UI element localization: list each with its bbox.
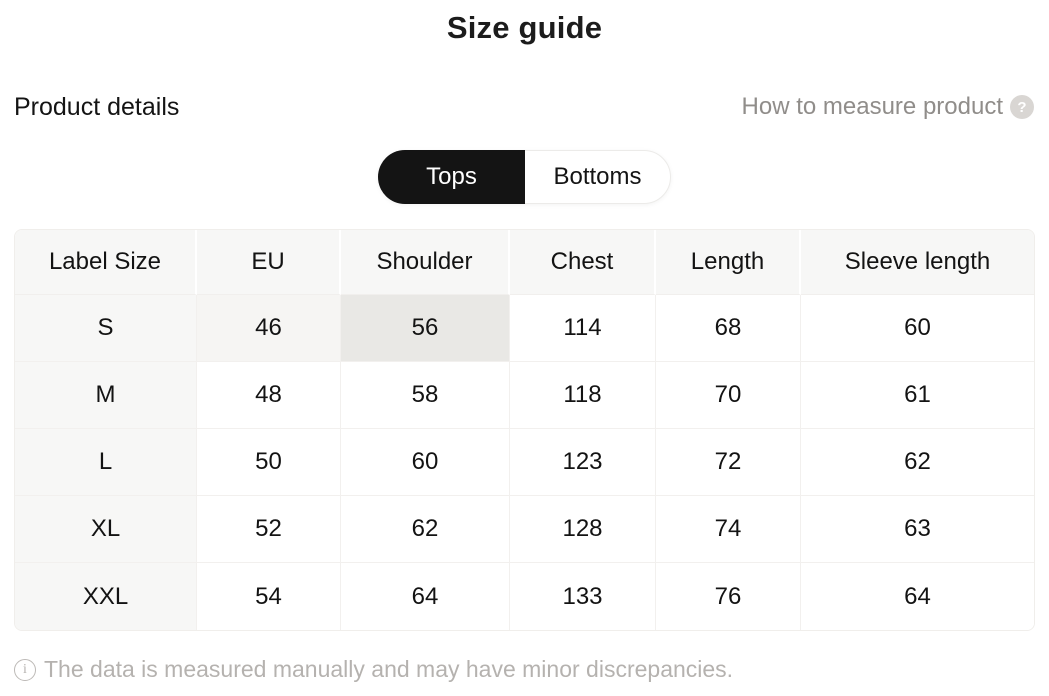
table-cell: 50 xyxy=(197,429,341,496)
size-guide-dialog: Size guide Product details How to measur… xyxy=(0,6,1049,696)
how-to-measure-link[interactable]: How to measure product ? xyxy=(742,93,1034,121)
size-table: Label Size EU Shoulder Chest Length Sleeve le… xyxy=(15,230,1034,630)
table-cell: 70 xyxy=(656,362,801,429)
table-cell: 62 xyxy=(801,429,1034,496)
table-cell: 60 xyxy=(801,295,1034,362)
table-cell: 133 xyxy=(510,563,656,630)
table-row-l: L 50 60 123 72 62 xyxy=(15,429,1034,496)
row-label: S xyxy=(15,295,197,362)
table-cell: 123 xyxy=(510,429,656,496)
section-title: Product details xyxy=(14,92,180,121)
size-table-container: Label Size EU Shoulder Chest Length Sleeve le… xyxy=(14,229,1035,631)
table-body: S 46 56 114 68 60 M 48 58 118 70 61 L 50 60 123 72 62 XL 52… xyxy=(15,295,1034,630)
how-to-measure-label: How to measure product xyxy=(741,93,1003,120)
header-cell-label-size: Label Size xyxy=(15,230,197,295)
table-cell: 54 xyxy=(197,563,341,630)
table-cell: 114 xyxy=(510,295,656,362)
table-cell: 63 xyxy=(801,496,1034,563)
header-cell-length: Length xyxy=(656,230,801,295)
table-row-xxl: XXL 54 64 133 76 64 xyxy=(15,563,1034,630)
row-label: M xyxy=(15,362,197,429)
table-head: Label Size EU Shoulder Chest Length Sleeve le… xyxy=(15,230,1034,295)
header-cell-eu: EU xyxy=(197,230,341,295)
tab-tops[interactable]: Tops xyxy=(378,150,525,204)
table-cell: 74 xyxy=(656,496,801,563)
table-row-s: S 46 56 114 68 60 xyxy=(15,295,1034,362)
subheader-row: Product details How to measure product ? xyxy=(0,93,1049,121)
header-cell-shoulder: Shoulder xyxy=(341,230,510,295)
table-cell: 118 xyxy=(510,362,656,429)
row-label: XXL xyxy=(15,563,197,630)
table-row-m: M 48 58 118 70 61 xyxy=(15,362,1034,429)
question-mark-icon[interactable]: ? xyxy=(1010,95,1034,119)
info-icon: i xyxy=(14,658,36,681)
row-label: XL xyxy=(15,496,197,563)
table-header-row: Label Size EU Shoulder Chest Length Sleeve le… xyxy=(15,230,1034,295)
footnote-text: The data is measured manually and may ha… xyxy=(44,656,734,682)
table-cell: 76 xyxy=(656,563,801,630)
table-cell: 58 xyxy=(341,362,510,429)
table-cell: 62 xyxy=(341,496,510,563)
table-cell: 64 xyxy=(801,563,1034,630)
tab-bottoms[interactable]: Bottoms xyxy=(525,151,670,203)
category-toggle: Tops Bottoms xyxy=(378,150,671,204)
table-cell: 68 xyxy=(656,295,801,362)
table-cell: 46 xyxy=(197,295,341,362)
table-cell: 60 xyxy=(341,429,510,496)
footnote: i The data is measured manually and may … xyxy=(14,656,1049,683)
table-cell: 61 xyxy=(801,362,1034,429)
header-cell-chest: Chest xyxy=(510,230,656,295)
table-row-xl: XL 52 62 128 74 63 xyxy=(15,496,1034,563)
table-cell: 72 xyxy=(656,429,801,496)
row-label: L xyxy=(15,429,197,496)
table-cell: 128 xyxy=(510,496,656,563)
table-cell: 64 xyxy=(341,563,510,630)
category-toggle-wrap: Tops Bottoms xyxy=(0,150,1049,204)
page-title: Size guide xyxy=(446,10,603,45)
table-cell: 56 xyxy=(341,295,510,362)
header-cell-sleeve-length: Sleeve length xyxy=(801,230,1034,295)
table-cell: 52 xyxy=(197,496,341,563)
table-cell: 48 xyxy=(197,362,341,429)
